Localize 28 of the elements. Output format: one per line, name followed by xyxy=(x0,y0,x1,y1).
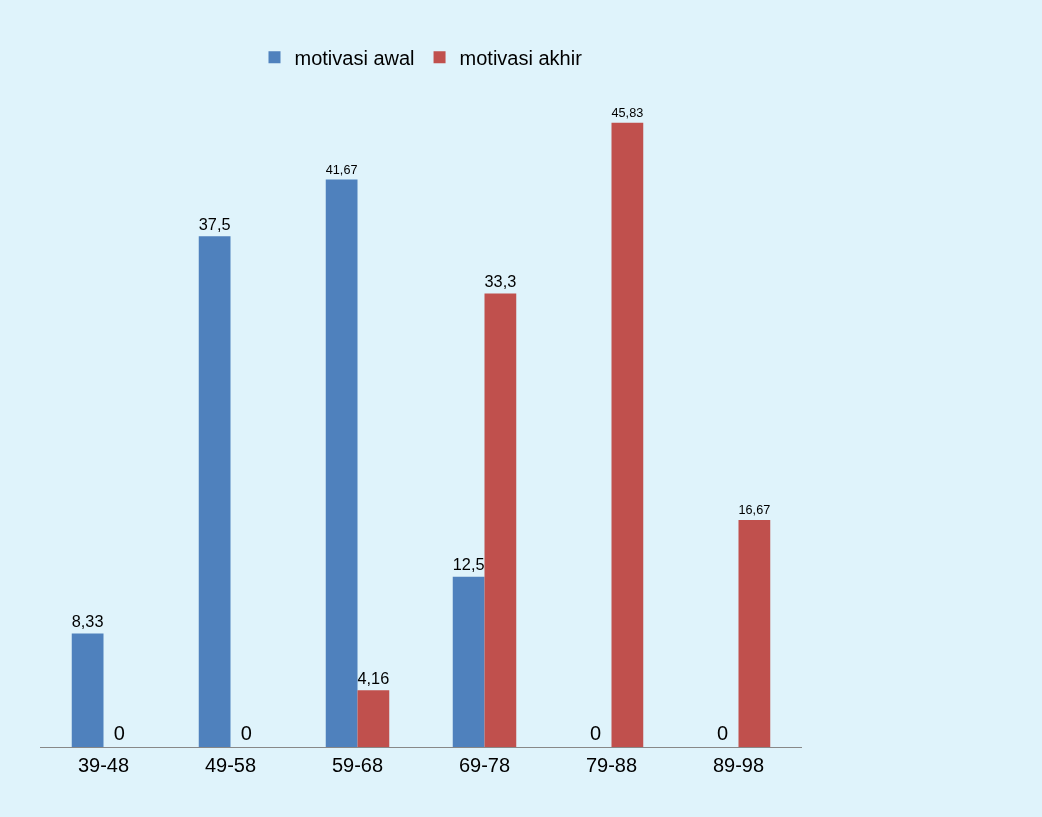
bar xyxy=(452,576,485,747)
x-tick-label: 79-88 xyxy=(585,754,638,776)
data-label: 0 xyxy=(113,722,125,744)
bar xyxy=(325,179,358,747)
x-tick-label: 59-68 xyxy=(331,754,384,776)
data-label: 41,67 xyxy=(325,162,358,177)
bar xyxy=(357,690,390,747)
x-tick-label: 39-48 xyxy=(77,754,130,776)
bar xyxy=(484,293,517,747)
x-tick-label: 49-58 xyxy=(204,754,257,776)
bar xyxy=(71,633,104,747)
data-label: 37,5 xyxy=(198,215,231,234)
data-label: 45,83 xyxy=(611,106,644,121)
bar xyxy=(198,236,231,747)
x-tick-label: 89-98 xyxy=(712,754,765,776)
x-tick-label: 69-78 xyxy=(458,754,511,776)
data-label: 0 xyxy=(590,722,602,744)
legend-label: motivasi akhir xyxy=(459,47,583,70)
data-label: 8,33 xyxy=(71,612,104,631)
data-label: 33,3 xyxy=(484,272,517,291)
legend-label: motivasi awal xyxy=(294,47,415,70)
bar xyxy=(611,122,644,747)
data-label: 0 xyxy=(240,722,252,744)
data-label: 16,67 xyxy=(738,503,771,518)
bar xyxy=(738,519,771,747)
data-label: 0 xyxy=(717,722,729,744)
data-label: 4,16 xyxy=(357,669,390,688)
data-label: 12,5 xyxy=(452,555,485,574)
